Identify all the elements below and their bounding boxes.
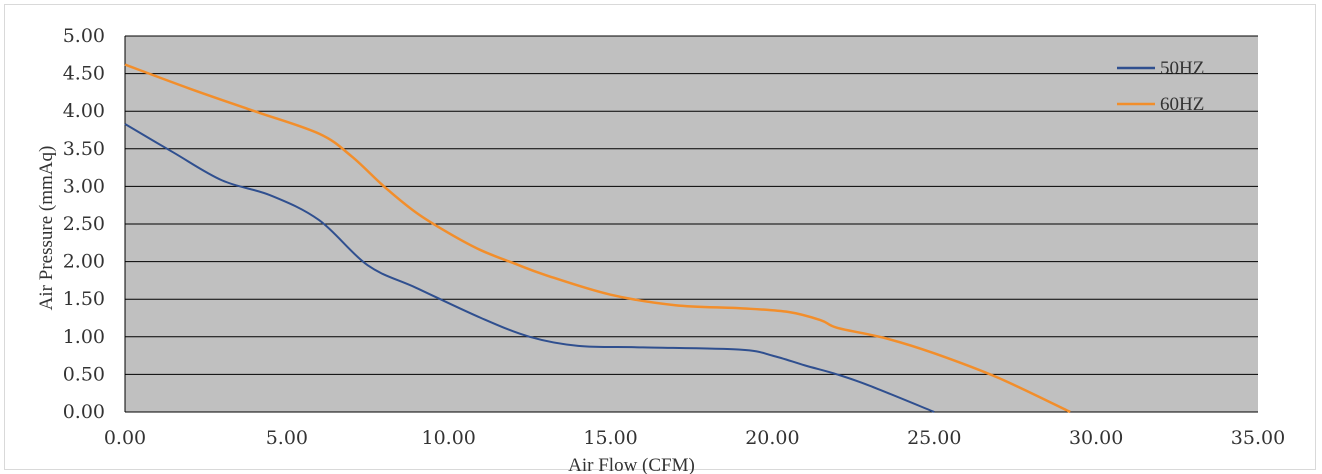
y-tick-label: 3.50	[63, 138, 105, 160]
y-axis-ticks: 0.00 0.50 1.00 1.50 2.00 2.50 3.00 3.50 4.00 4.50…	[63, 25, 105, 423]
x-tick-label: 10.00	[422, 427, 476, 449]
y-tick-label: 4.50	[63, 63, 105, 85]
legend-label-50hz: 50HZ	[1160, 58, 1204, 79]
x-tick-label: 5.00	[266, 427, 308, 449]
x-tick-label: 15.00	[583, 427, 637, 449]
legend-label-60hz: 60HZ	[1160, 94, 1204, 115]
x-tick-label: 20.00	[745, 427, 799, 449]
series-line-60hz	[124, 63, 1071, 414]
y-tick-label: 0.00	[63, 401, 105, 423]
x-tick-label: 30.00	[1069, 427, 1123, 449]
y-tick-label: 1.00	[63, 326, 105, 348]
legend: 50HZ 60HZ	[1117, 58, 1204, 115]
y-tick-label: 5.00	[63, 25, 105, 47]
series-lines	[124, 63, 1071, 414]
y-tick-label: 3.00	[63, 175, 105, 197]
x-axis-label: Air Flow (CFM)	[568, 455, 695, 474]
y-tick-label: 1.50	[63, 288, 105, 310]
series-line-50hz	[124, 123, 935, 413]
gridlines	[124, 35, 1258, 413]
y-tick-label: 2.50	[63, 213, 105, 235]
y-tick-label: 2.00	[63, 251, 105, 273]
x-axis-ticks: 0.00 5.00 10.00 15.00 20.00 25.00 30.00 35.00	[104, 427, 1285, 449]
y-tick-label: 4.00	[63, 100, 105, 122]
x-tick-label: 25.00	[907, 427, 961, 449]
x-tick-label: 35.00	[1231, 427, 1285, 449]
x-tick-label: 0.00	[104, 427, 146, 449]
y-tick-label: 0.50	[63, 363, 105, 385]
y-axis-label: Air Pressure (mmAq)	[36, 146, 57, 311]
